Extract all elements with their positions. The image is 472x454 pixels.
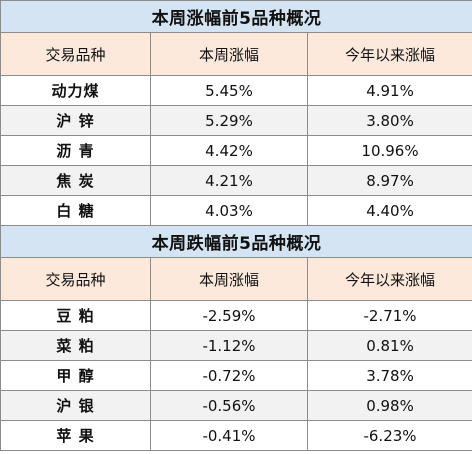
losers-title-row: 本周跌幅前5品种概况 bbox=[0, 225, 472, 258]
weekly-change: 4.21% bbox=[150, 165, 308, 196]
weekly-change: 5.29% bbox=[150, 105, 308, 136]
ytd-change: 8.97% bbox=[306, 165, 472, 196]
ytd-change: 10.96% bbox=[306, 135, 472, 166]
table-row: 菜 粕 -1.12% 0.81% bbox=[0, 330, 472, 361]
weekly-change: -0.72% bbox=[150, 360, 308, 391]
weekly-change: 4.42% bbox=[150, 135, 308, 166]
commodity-name: 白 糖 bbox=[0, 195, 151, 226]
gainers-title: 本周涨幅前5品种概况 bbox=[0, 0, 472, 33]
commodity-name: 沪 锌 bbox=[0, 105, 151, 136]
weekly-change: -1.12% bbox=[150, 330, 308, 361]
weekly-change: -2.59% bbox=[150, 300, 308, 331]
ytd-change: 4.91% bbox=[306, 75, 472, 106]
column-header-ytd-change: 今年以来涨幅 bbox=[306, 32, 472, 76]
commodity-name: 沥 青 bbox=[0, 135, 151, 166]
ytd-change: 3.78% bbox=[306, 360, 472, 391]
gainers-title-row: 本周涨幅前5品种概况 bbox=[0, 0, 472, 33]
weekly-change: 5.45% bbox=[150, 75, 308, 106]
ytd-change: 4.40% bbox=[306, 195, 472, 226]
column-header-ytd-change: 今年以来涨幅 bbox=[306, 257, 472, 301]
table-row: 焦 炭 4.21% 8.97% bbox=[0, 165, 472, 196]
commodity-name: 焦 炭 bbox=[0, 165, 151, 196]
weekly-change: -0.41% bbox=[150, 420, 308, 451]
column-header-commodity: 交易品种 bbox=[0, 32, 151, 76]
table-row: 沥 青 4.42% 10.96% bbox=[0, 135, 472, 166]
gainers-header-row: 交易品种 本周涨幅 今年以来涨幅 bbox=[0, 32, 472, 76]
losers-header-row: 交易品种 本周涨幅 今年以来涨幅 bbox=[0, 257, 472, 301]
commodity-name: 动力煤 bbox=[0, 75, 151, 106]
column-header-commodity: 交易品种 bbox=[0, 257, 151, 301]
table-row: 沪 银 -0.56% 0.98% bbox=[0, 390, 472, 421]
weekly-change: -0.56% bbox=[150, 390, 308, 421]
ytd-change: 3.80% bbox=[306, 105, 472, 136]
weekly-change: 4.03% bbox=[150, 195, 308, 226]
column-header-weekly-change: 本周涨幅 bbox=[150, 32, 308, 76]
ytd-change: -6.23% bbox=[306, 420, 472, 451]
commodity-name: 菜 粕 bbox=[0, 330, 151, 361]
table-row: 白 糖 4.03% 4.40% bbox=[0, 195, 472, 226]
ytd-change: 0.98% bbox=[306, 390, 472, 421]
commodity-name: 苹 果 bbox=[0, 420, 151, 451]
commodity-name: 豆 粕 bbox=[0, 300, 151, 331]
ytd-change: -2.71% bbox=[306, 300, 472, 331]
commodity-name: 沪 银 bbox=[0, 390, 151, 421]
column-header-weekly-change: 本周涨幅 bbox=[150, 257, 308, 301]
losers-title: 本周跌幅前5品种概况 bbox=[0, 225, 472, 258]
table-row: 动力煤 5.45% 4.91% bbox=[0, 75, 472, 106]
table-row: 苹 果 -0.41% -6.23% bbox=[0, 420, 472, 451]
ytd-change: 0.81% bbox=[306, 330, 472, 361]
table-row: 豆 粕 -2.59% -2.71% bbox=[0, 300, 472, 331]
commodity-name: 甲 醇 bbox=[0, 360, 151, 391]
table-row: 甲 醇 -0.72% 3.78% bbox=[0, 360, 472, 391]
table-row: 沪 锌 5.29% 3.80% bbox=[0, 105, 472, 136]
